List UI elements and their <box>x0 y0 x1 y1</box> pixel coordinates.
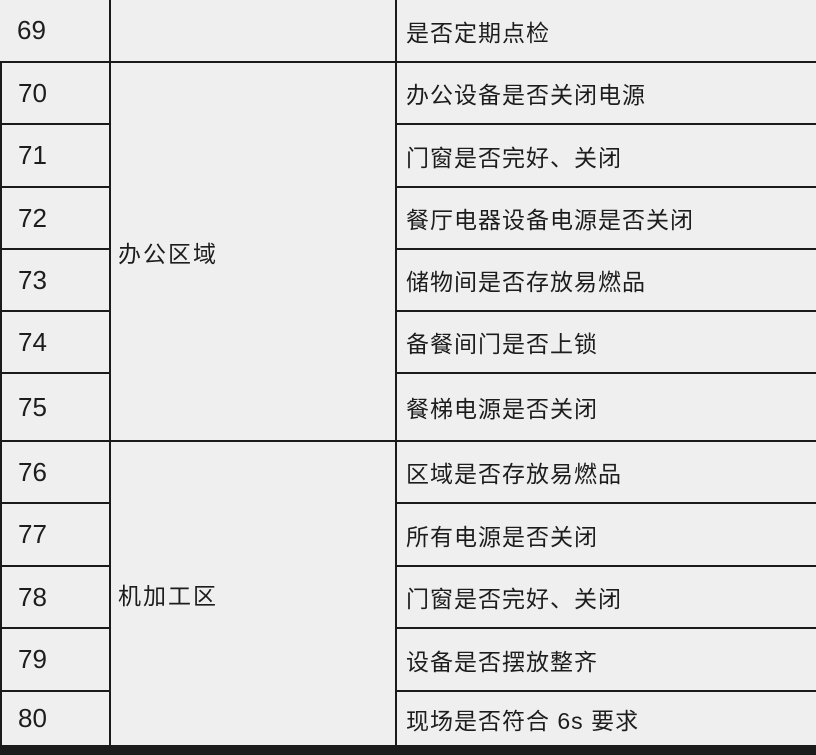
check-item-cell: 餐厅电器设备电源是否关闭 <box>395 186 816 250</box>
row-number-cell: 71 <box>0 123 111 188</box>
row-number-cell: 76 <box>0 440 111 504</box>
row-number-cell: 77 <box>0 502 111 567</box>
row-number-cell: 74 <box>0 310 111 374</box>
table-row: 69 是否定期点检 <box>1 0 816 63</box>
table-bottom-border <box>0 747 816 755</box>
check-item-cell: 门窗是否完好、关闭 <box>395 565 816 629</box>
row-number-cell: 78 <box>0 565 111 629</box>
row-number-cell: 73 <box>0 248 111 312</box>
check-item-cell: 区域是否存放易燃品 <box>395 440 816 504</box>
area-label-cell-machining: 机加工区 <box>109 440 397 747</box>
check-item-cell: 办公设备是否关闭电源 <box>395 61 816 125</box>
row-number-cell: 69 <box>1 0 111 63</box>
table-row: 71 门窗是否完好、关闭 <box>0 123 816 188</box>
check-item-cell: 现场是否符合 6s 要求 <box>395 690 816 747</box>
check-item-cell: 储物间是否存放易燃品 <box>395 248 816 312</box>
row-number-cell: 75 <box>0 372 111 442</box>
table-row: 74 备餐间门是否上锁 <box>0 310 816 374</box>
check-item-cell: 门窗是否完好、关闭 <box>395 123 816 188</box>
area-label-cell-office: 办公区域 <box>109 61 397 442</box>
table-row: 79 设备是否摆放整齐 <box>0 627 816 692</box>
check-item-cell: 设备是否摆放整齐 <box>395 627 816 692</box>
check-item-cell: 是否定期点检 <box>395 0 816 63</box>
table-row: 73 储物间是否存放易燃品 <box>0 248 816 312</box>
row-number-cell: 70 <box>0 61 111 125</box>
table-row: 70 办公区域 办公设备是否关闭电源 <box>0 61 816 442</box>
check-item-cell: 餐梯电源是否关闭 <box>395 372 816 442</box>
table-row: 80 现场是否符合 6s 要求 <box>0 690 816 747</box>
table-row: 76 机加工区 区域是否存放易燃品 <box>0 440 816 747</box>
check-item-cell: 备餐间门是否上锁 <box>395 310 816 374</box>
table-row: 72 餐厅电器设备电源是否关闭 <box>0 186 816 250</box>
row-number-cell: 80 <box>0 690 111 747</box>
table-row: 77 所有电源是否关闭 <box>0 502 816 567</box>
table-row: 75 餐梯电源是否关闭 <box>0 372 816 442</box>
area-cell-empty <box>109 0 397 63</box>
row-number-cell: 79 <box>0 627 111 692</box>
check-item-cell: 所有电源是否关闭 <box>395 502 816 567</box>
row-number-cell: 72 <box>0 186 111 250</box>
